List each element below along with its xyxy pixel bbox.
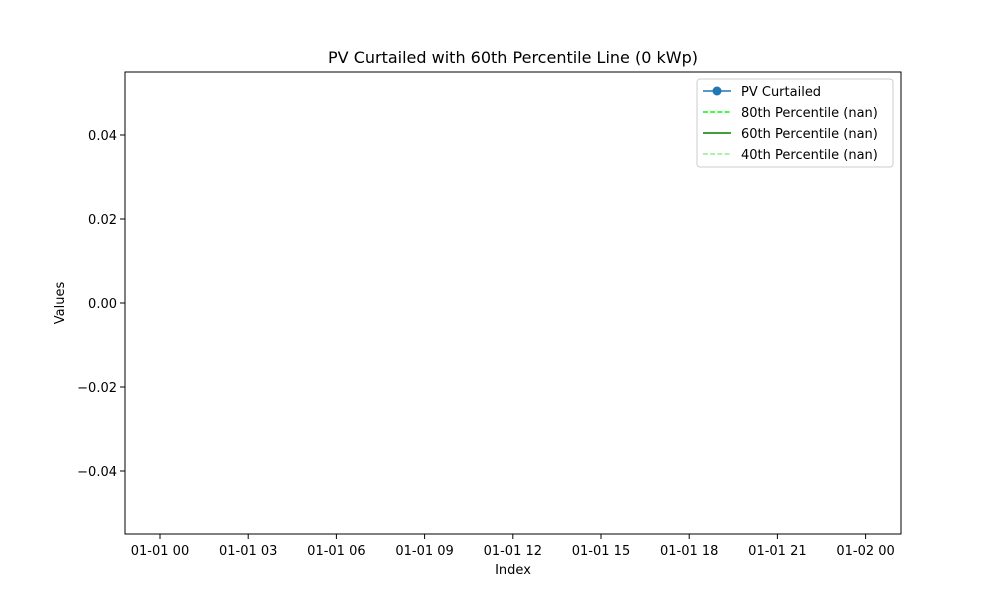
y-tick-label: 0.04 [88,129,117,144]
legend-label: PV Curtailed [741,85,821,100]
y-tick-label: −0.04 [77,465,117,480]
x-tick-label: 01-01 12 [484,544,542,559]
legend-label: 60th Percentile (nan) [741,127,878,142]
legend-frame [696,78,894,168]
legend: PV Curtailed 80th Percentile (nan) 60th Pe… [696,78,894,168]
x-tick-label: 01-01 18 [660,544,718,559]
x-tick-label: 01-01 15 [572,544,630,559]
x-axis: 01-01 00 01-01 03 01-01 06 01-01 09 01-01 12… [131,534,895,559]
legend-label: 80th Percentile (nan) [741,106,878,121]
legend-label: 40th Percentile (nan) [741,148,878,163]
legend-marker [712,86,722,96]
y-tick-label: −0.02 [77,381,117,396]
x-tick-label: 01-01 21 [748,544,806,559]
x-tick-label: 01-02 00 [836,544,894,559]
x-axis-label: Index [495,563,531,578]
x-tick-label: 01-01 00 [131,544,189,559]
x-tick-label: 01-01 09 [395,544,453,559]
y-tick-label: 0.00 [88,297,117,312]
y-axis: 0.04 0.02 0.00 −0.02 −0.04 [77,129,125,480]
y-tick-label: 0.02 [88,213,117,228]
chart-title: PV Curtailed with 60th Percentile Line (… [328,48,698,67]
x-tick-label: 01-01 03 [219,544,277,559]
x-tick-label: 01-01 06 [307,544,365,559]
y-axis-label: Values [53,282,68,325]
